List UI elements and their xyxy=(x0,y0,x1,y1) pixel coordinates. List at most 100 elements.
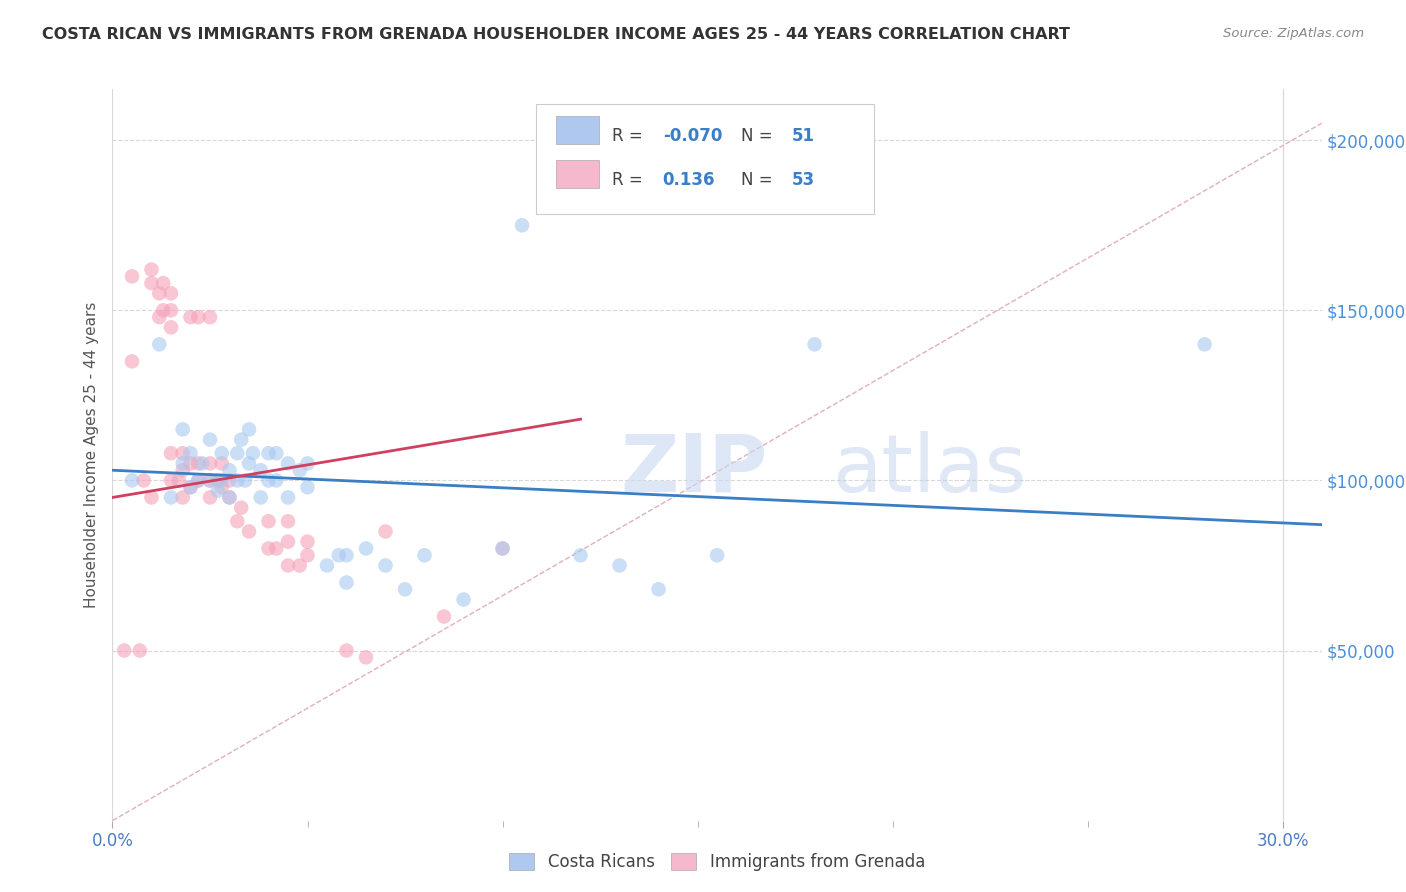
FancyBboxPatch shape xyxy=(557,161,599,188)
Point xyxy=(238,422,260,436)
Point xyxy=(187,310,209,325)
Point xyxy=(491,541,513,556)
Point xyxy=(335,643,357,657)
Point xyxy=(179,480,201,494)
FancyBboxPatch shape xyxy=(536,103,875,213)
Point xyxy=(354,541,377,556)
Text: atlas: atlas xyxy=(832,431,1026,508)
Text: COSTA RICAN VS IMMIGRANTS FROM GRENADA HOUSEHOLDER INCOME AGES 25 - 44 YEARS COR: COSTA RICAN VS IMMIGRANTS FROM GRENADA H… xyxy=(42,27,1070,42)
Text: ZIP: ZIP xyxy=(620,431,768,508)
Point xyxy=(121,269,143,284)
Point xyxy=(172,446,194,460)
Point xyxy=(198,310,221,325)
Point xyxy=(179,310,201,325)
Point xyxy=(207,474,229,488)
Point xyxy=(277,514,299,528)
Point xyxy=(211,457,233,471)
Point xyxy=(148,337,170,351)
Point xyxy=(242,446,264,460)
Point xyxy=(207,483,229,498)
Point xyxy=(198,491,221,505)
Point xyxy=(803,337,825,351)
Point xyxy=(160,474,183,488)
Point xyxy=(257,514,280,528)
Point xyxy=(141,491,163,505)
Point xyxy=(277,558,299,573)
Point xyxy=(413,549,436,563)
Text: 51: 51 xyxy=(792,128,815,145)
Point xyxy=(218,463,240,477)
Point xyxy=(491,541,513,556)
Point xyxy=(647,582,669,597)
Point xyxy=(211,446,233,460)
Text: Source: ZipAtlas.com: Source: ZipAtlas.com xyxy=(1223,27,1364,40)
Point xyxy=(231,433,253,447)
Point xyxy=(121,354,143,368)
Point xyxy=(277,457,299,471)
Point xyxy=(187,457,209,471)
Point xyxy=(569,549,592,563)
Point xyxy=(218,491,240,505)
Point xyxy=(198,474,221,488)
Y-axis label: Householder Income Ages 25 - 44 years: Householder Income Ages 25 - 44 years xyxy=(83,301,98,608)
Point xyxy=(218,474,240,488)
Point xyxy=(211,480,233,494)
Point xyxy=(172,463,194,477)
Point xyxy=(152,276,174,290)
Point xyxy=(218,491,240,505)
Point xyxy=(132,474,155,488)
Point xyxy=(141,262,163,277)
Point xyxy=(706,549,728,563)
Point xyxy=(226,514,249,528)
Legend: Costa Ricans, Immigrants from Grenada: Costa Ricans, Immigrants from Grenada xyxy=(502,847,932,878)
Point xyxy=(249,491,271,505)
Point xyxy=(266,474,288,488)
Point xyxy=(277,534,299,549)
Point xyxy=(167,474,190,488)
Point xyxy=(257,446,280,460)
Point xyxy=(160,303,183,318)
Point xyxy=(211,474,233,488)
Point xyxy=(1194,337,1216,351)
Point xyxy=(172,457,194,471)
Point xyxy=(297,534,319,549)
Point xyxy=(374,558,396,573)
Point xyxy=(112,643,135,657)
FancyBboxPatch shape xyxy=(557,116,599,145)
Point xyxy=(257,474,280,488)
Point xyxy=(187,474,209,488)
Text: R =: R = xyxy=(612,171,648,189)
Point xyxy=(198,433,221,447)
Point xyxy=(288,463,311,477)
Point xyxy=(249,463,271,477)
Point xyxy=(238,524,260,539)
Point xyxy=(335,575,357,590)
Point xyxy=(510,219,533,233)
Text: -0.070: -0.070 xyxy=(662,128,723,145)
Point xyxy=(141,276,163,290)
Point xyxy=(179,480,201,494)
Point xyxy=(231,500,253,515)
Point xyxy=(191,457,214,471)
Text: R =: R = xyxy=(612,128,648,145)
Point xyxy=(297,457,319,471)
Text: 0.136: 0.136 xyxy=(662,171,716,189)
Point xyxy=(226,446,249,460)
Point xyxy=(297,480,319,494)
Point xyxy=(328,549,350,563)
Point xyxy=(316,558,339,573)
Text: 53: 53 xyxy=(792,171,815,189)
Text: N =: N = xyxy=(741,128,778,145)
Point xyxy=(266,541,288,556)
Point xyxy=(297,549,319,563)
Point xyxy=(277,491,299,505)
Point xyxy=(121,474,143,488)
Point xyxy=(179,457,201,471)
Point xyxy=(433,609,456,624)
Point xyxy=(187,474,209,488)
Point xyxy=(266,446,288,460)
Point xyxy=(288,558,311,573)
Point xyxy=(453,592,475,607)
Point xyxy=(160,320,183,334)
Point xyxy=(152,303,174,318)
